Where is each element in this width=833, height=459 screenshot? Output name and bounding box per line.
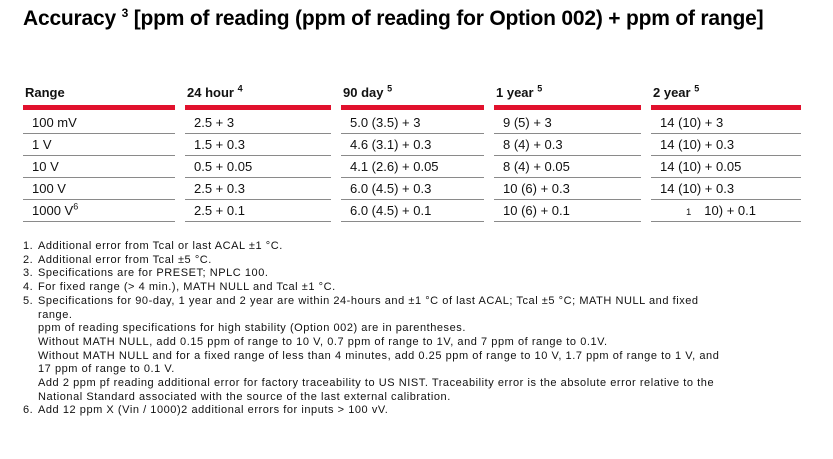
footnote-text: Specifications are for PRESET; NPLC 100.: [38, 267, 829, 281]
footnote-text: Additional error from Tcal ±5 °C.: [38, 254, 829, 268]
header-accent-bar: [651, 105, 801, 110]
footnote-line: range.: [38, 308, 73, 321]
value-cell: 4.6 (3.1) + 0.3: [341, 134, 484, 156]
footnote-item: 1. Additional error from Tcal or last ACA…: [23, 240, 829, 254]
page-title: Accuracy 3 [ppm of reading (ppm of readi…: [23, 5, 807, 33]
column-header: Range: [25, 85, 65, 100]
artifact-small-digit: 1: [686, 207, 692, 218]
column-header: 24 hour 4: [187, 83, 243, 100]
value-cell: 4.1 (2.6) + 0.05: [341, 156, 484, 178]
column-header: 1 year 5: [496, 83, 543, 100]
title-bracket-text: [ppm of reading (ppm of reading for Opti…: [133, 7, 764, 30]
footnote-line: Specifications are for PRESET; NPLC 100.: [38, 267, 269, 280]
footnote-number: 4.: [23, 281, 34, 294]
value-cell: 14 (10) + 0.3: [651, 178, 801, 200]
footnote-number: 3.: [23, 267, 34, 280]
value-cell: 1 10) + 0.1: [651, 200, 801, 222]
header-accent-bar: [341, 105, 484, 110]
footnote-line: ppm of reading specifications for high s…: [38, 322, 466, 335]
footnote-line: National Standard associated with the so…: [38, 390, 451, 403]
value-cell: 6.0 (4.5) + 0.3: [341, 178, 484, 200]
header-accent-bar: [23, 105, 175, 110]
value-text: 10) + 0.1: [704, 203, 756, 218]
column-header-superscript: 4: [237, 83, 243, 94]
range-cell: 1 V: [23, 134, 175, 156]
footnote-text: For fixed range (> 4 min.), MATH NULL an…: [38, 281, 829, 295]
footnote-line: Additional error from Tcal or last ACAL …: [38, 240, 283, 252]
value-cell: 6.0 (4.5) + 0.1: [341, 200, 484, 222]
column-header-superscript: 5: [387, 83, 393, 94]
footnote-item: 3. Specifications are for PRESET; NPLC 10…: [23, 267, 829, 281]
footnote-number: 1.: [23, 240, 34, 252]
column-header-superscript: 5: [694, 83, 700, 94]
title-text: Accuracy: [23, 7, 116, 30]
footnote-number: 5.: [23, 294, 34, 307]
footnote-line: Additional error from Tcal ±5 °C.: [38, 253, 212, 266]
footnote-number: 2.: [23, 253, 34, 266]
value-cell: 2.5 + 0.1: [185, 200, 331, 222]
value-cell: 2.5 + 0.3: [185, 178, 331, 200]
footnotes: 1. Additional error from Tcal or last ACA…: [23, 240, 829, 418]
column-header: 2 year 5: [653, 83, 700, 100]
footnote-item: 2. Additional error from Tcal ±5 °C.: [23, 254, 829, 268]
range-cell: 100 mV: [23, 112, 175, 134]
value-cell: 14 (10) + 0.05: [651, 156, 801, 178]
value-cell: 0.5 + 0.05: [185, 156, 331, 178]
value-cell: 5.0 (3.5) + 3: [341, 112, 484, 134]
footnote-line: Without MATH NULL, add 0.15 ppm of range…: [38, 335, 608, 348]
header-accent-bar: [185, 105, 331, 110]
footnote-text: Add 12 ppm X (Vin / 1000)2 additional er…: [38, 404, 829, 418]
footnote-line: For fixed range (> 4 min.), MATH NULL an…: [38, 281, 336, 294]
value-cell: 8 (4) + 0.05: [494, 156, 641, 178]
range-cell: 100 V: [23, 178, 175, 200]
header-accent-bar: [494, 105, 641, 110]
footnote-line: Specifications for 90-day, 1 year and 2 …: [38, 294, 699, 307]
footnote-item: 4. For fixed range (> 4 min.), MATH NULL …: [23, 281, 829, 295]
column-header: 90 day 5: [343, 83, 393, 100]
footnote-line: Add 12 ppm X (Vin / 1000)2 additional er…: [38, 404, 389, 417]
range-superscript: 6: [73, 201, 79, 212]
column-header-superscript: 5: [537, 83, 543, 94]
value-cell: 10 (6) + 0.1: [494, 200, 641, 222]
footnote-item: 6. Add 12 ppm X (Vin / 1000)2 additional …: [23, 404, 829, 418]
footnote-line: 17 ppm of range to 0.1 V.: [38, 363, 175, 376]
value-cell: 14 (10) + 0.3: [651, 134, 801, 156]
footnote-line: Without MATH NULL and for a fixed range …: [38, 349, 720, 362]
footnote-line: Add 2 ppm pf reading additional error fo…: [38, 377, 715, 390]
footnote-item: 5. Specifications for 90-day, 1 year and …: [23, 295, 829, 405]
value-cell: 9 (5) + 3: [494, 112, 641, 134]
value-cell: 2.5 + 3: [185, 112, 331, 134]
footnote-text: Specifications for 90-day, 1 year and 2 …: [38, 295, 829, 405]
value-cell: 8 (4) + 0.3: [494, 134, 641, 156]
value-cell: 10 (6) + 0.3: [494, 178, 641, 200]
value-cell: 14 (10) + 3: [651, 112, 801, 134]
footnote-text: Additional error from Tcal or last ACAL …: [38, 240, 829, 254]
title-superscript: 3: [121, 6, 129, 20]
footnote-number: 6.: [23, 404, 34, 417]
range-cell: 1000 V6: [23, 200, 175, 222]
range-cell: 10 V: [23, 156, 175, 178]
value-cell: 1.5 + 0.3: [185, 134, 331, 156]
